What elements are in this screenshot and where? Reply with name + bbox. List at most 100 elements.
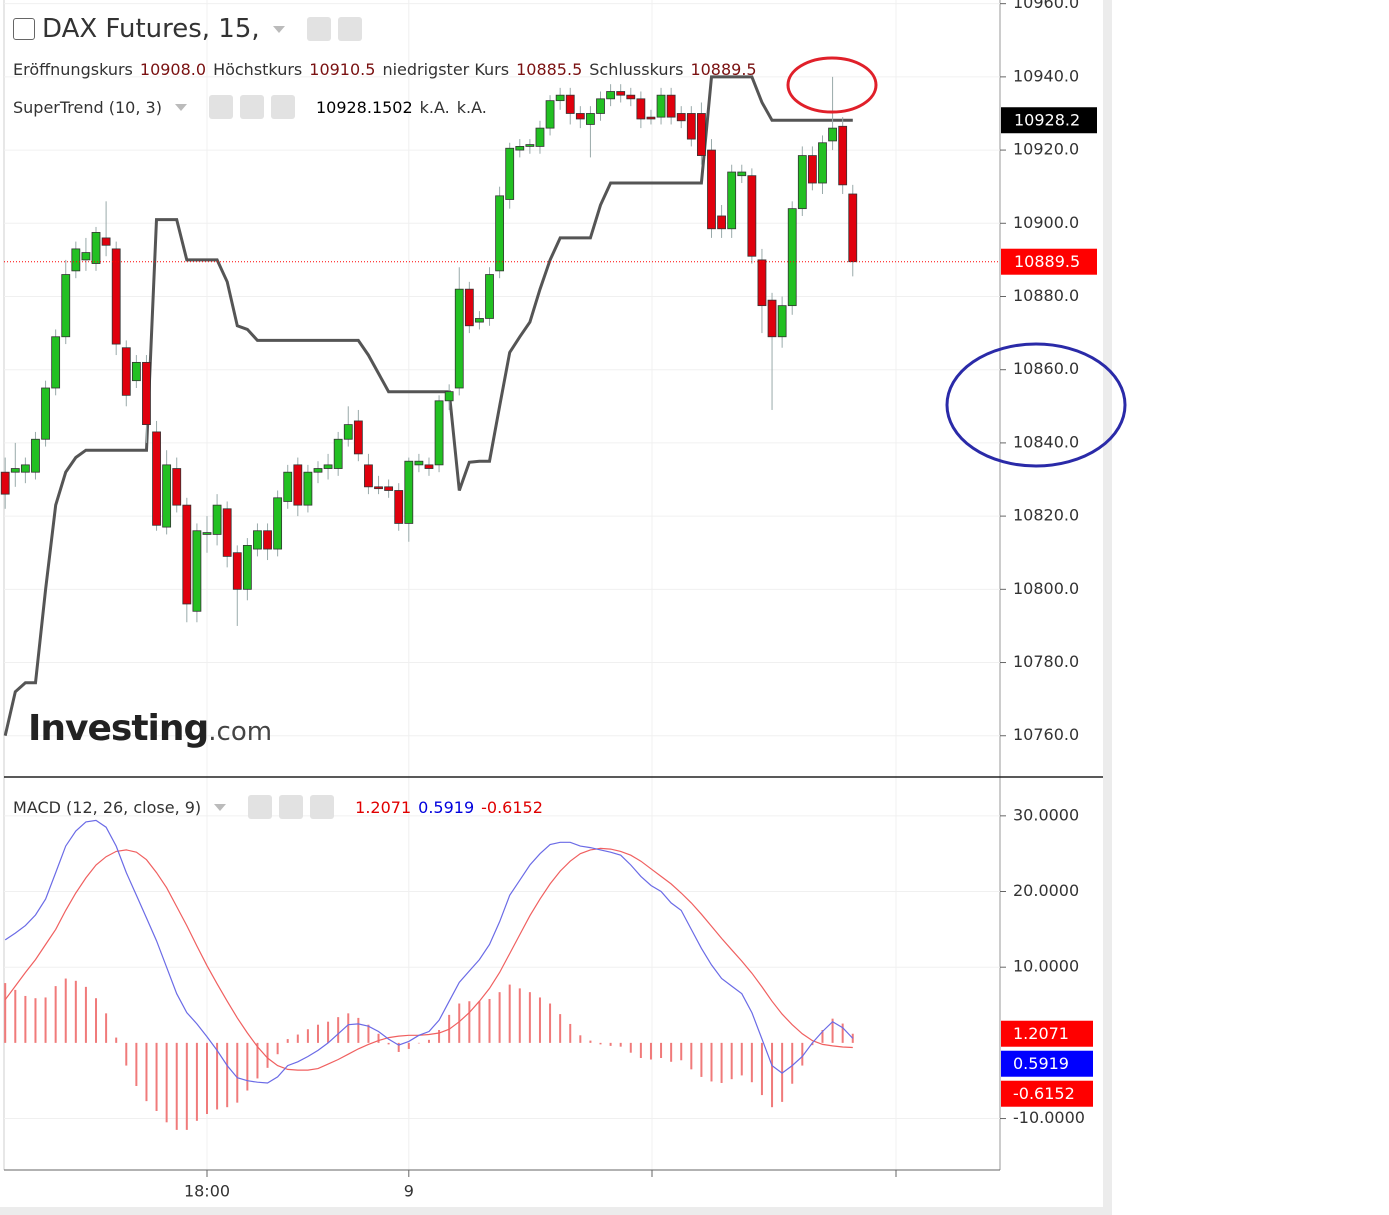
- settings-icon[interactable]: [337, 17, 362, 41]
- histogram-bar: [337, 1017, 340, 1043]
- legend-name: Schlusskurs: [589, 60, 684, 79]
- histogram-bar: [216, 1042, 219, 1110]
- histogram-bar: [498, 992, 501, 1043]
- indicator-value: k.A.: [456, 97, 487, 117]
- settings-icon[interactable]: [239, 95, 264, 119]
- histogram-bar: [468, 1001, 471, 1043]
- candle-body: [51, 336, 61, 389]
- dropdown[interactable]: [174, 103, 187, 111]
- histogram-bar: [700, 1042, 703, 1077]
- histogram-bar: [811, 1042, 814, 1046]
- candle-body: [464, 288, 474, 327]
- histogram-bar: [246, 1042, 249, 1091]
- histogram-bar: [730, 1042, 733, 1080]
- histogram-bar: [478, 1001, 481, 1043]
- y-tick-label: 30.0000: [1013, 805, 1079, 824]
- eye-icon[interactable]: [248, 795, 273, 819]
- collapse-button[interactable]: [13, 18, 35, 40]
- histogram-bar: [670, 1042, 673, 1062]
- candle-body: [747, 175, 757, 257]
- candle-body: [848, 193, 858, 263]
- close-icon[interactable]: [270, 95, 295, 119]
- candle-body: [152, 431, 161, 526]
- histogram-bar: [599, 1042, 602, 1045]
- candle-body: [818, 142, 827, 184]
- y-tick-label: 10800.0: [1013, 579, 1079, 598]
- candle-body: [323, 464, 333, 469]
- histogram-bar: [44, 997, 47, 1043]
- histogram-bar: [306, 1029, 309, 1043]
- histogram-bar: [589, 1040, 592, 1043]
- histogram-bar: [680, 1042, 683, 1061]
- histogram-bar: [105, 1013, 108, 1043]
- candle-body: [101, 237, 111, 246]
- watermark-brand: Investing: [28, 708, 209, 749]
- candle-body: [525, 144, 535, 147]
- y-tick-label: 10960.0: [1013, 0, 1079, 12]
- candle-body: [273, 497, 283, 550]
- y-tick-label: 20.0000: [1013, 881, 1079, 900]
- candle-body: [31, 438, 40, 473]
- candle-body: [333, 438, 343, 469]
- histogram-bar: [115, 1037, 118, 1043]
- candle-body: [838, 125, 848, 186]
- histogram-bar: [821, 1030, 824, 1043]
- y-tick-label: 10760.0: [1013, 725, 1079, 744]
- y-tick-label: 10780.0: [1013, 652, 1079, 671]
- candle-body: [586, 113, 595, 125]
- candle-body: [263, 530, 272, 550]
- histogram-bar: [649, 1042, 652, 1060]
- candle-body: [394, 490, 404, 524]
- histogram-bar: [771, 1042, 774, 1108]
- legend-value: 10910.5: [309, 60, 376, 79]
- legend-name: niedrigster Kurs: [382, 60, 510, 79]
- histogram-bar: [367, 1024, 370, 1043]
- candle-body: [353, 420, 363, 455]
- annotation-circle: [945, 342, 1127, 468]
- candle-body: [666, 94, 676, 118]
- candle-body: [424, 464, 434, 469]
- candle-body: [767, 299, 777, 338]
- candle-body: [313, 468, 323, 473]
- candle-body: [172, 468, 182, 506]
- legend-value: 10908.0: [139, 60, 207, 79]
- histogram-bar: [791, 1042, 794, 1084]
- histogram-bar: [145, 1042, 148, 1102]
- histogram-bar: [760, 1042, 763, 1096]
- candle-body: [343, 424, 353, 440]
- histogram-bar: [488, 998, 491, 1043]
- close-icon[interactable]: [310, 795, 335, 819]
- histogram-bar: [609, 1042, 612, 1046]
- candle-body: [757, 259, 767, 307]
- eye-icon[interactable]: [306, 17, 331, 41]
- candle-body: [162, 464, 172, 528]
- candle-body: [646, 116, 656, 120]
- histogram-bar: [690, 1042, 693, 1070]
- histogram-bar: [508, 984, 511, 1043]
- candle-body: [686, 113, 696, 140]
- settings-icon[interactable]: [279, 795, 304, 819]
- indicator-value: 1.2071: [355, 797, 412, 817]
- histogram-bar: [74, 980, 77, 1043]
- histogram-bar: [740, 1042, 743, 1076]
- candle-body: [212, 504, 222, 535]
- indicator-value: -0.6152: [481, 797, 543, 817]
- macd-line: [4, 819, 854, 1084]
- histogram-bar: [195, 1042, 198, 1121]
- dropdown[interactable]: [214, 803, 227, 811]
- candle-body: [142, 361, 151, 426]
- candle-body: [596, 98, 605, 114]
- histogram-bar: [801, 1042, 804, 1066]
- histogram-bar: [256, 1042, 259, 1079]
- signal-line: [4, 847, 853, 1071]
- dropdown[interactable]: [272, 25, 285, 33]
- histogram-bar: [286, 1039, 289, 1043]
- eye-icon[interactable]: [208, 95, 233, 119]
- candle-body: [20, 464, 30, 473]
- y-tick-label: 10820.0: [1013, 506, 1079, 525]
- candle-body: [444, 391, 454, 402]
- histogram-bar: [24, 995, 27, 1043]
- price-marker-label: 10889.5: [1014, 252, 1080, 271]
